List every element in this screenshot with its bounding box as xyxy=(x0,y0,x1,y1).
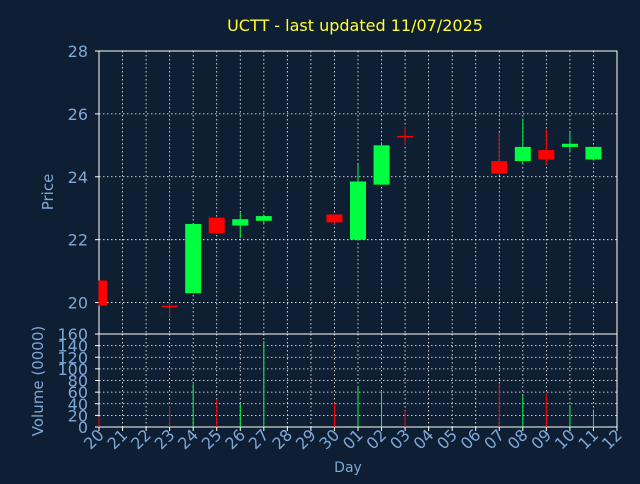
candle-body xyxy=(491,161,508,174)
candle xyxy=(350,164,366,240)
candle xyxy=(397,126,414,146)
x-tick-label: 12 xyxy=(598,425,626,453)
volume-tick-label: 80 xyxy=(68,372,88,391)
volume-tick-label: 60 xyxy=(68,383,88,402)
candle-body xyxy=(514,146,531,162)
candle-body xyxy=(538,150,555,160)
day-axis-label: Day xyxy=(334,460,362,476)
candle xyxy=(585,146,602,160)
price-tick-label: 20 xyxy=(68,294,88,313)
candle-body xyxy=(561,143,578,147)
candle-body xyxy=(397,135,414,138)
volume-axis-label: Volume (0000) xyxy=(29,326,47,436)
price-tick-label: 26 xyxy=(68,105,88,124)
candle xyxy=(161,302,178,319)
candle xyxy=(185,223,202,294)
candle xyxy=(255,214,272,224)
price-tick-label: 22 xyxy=(68,231,88,250)
candle xyxy=(491,132,508,176)
chart-title: UCTT - last updated 11/07/2025 xyxy=(227,16,483,35)
candle-body xyxy=(255,216,272,221)
candle xyxy=(326,214,343,224)
candle-body xyxy=(373,145,390,185)
volume-tick-label: 0 xyxy=(78,418,88,437)
candle xyxy=(514,118,531,165)
volume-tick-label: 160 xyxy=(57,325,88,344)
price-panel: 20 22 24 26 28 xyxy=(68,42,618,335)
candle-body xyxy=(350,181,366,240)
candle xyxy=(232,212,249,239)
price-tick-label: 24 xyxy=(68,168,88,187)
candle-body xyxy=(585,146,602,160)
volume-tick-label: 40 xyxy=(68,395,88,414)
candle-body xyxy=(326,214,343,223)
candle xyxy=(98,280,107,306)
volume-tick-label: 120 xyxy=(57,348,88,367)
volume-tick-label: 140 xyxy=(57,337,88,356)
price-axis-label: Price xyxy=(39,174,57,211)
candle-body xyxy=(232,219,249,226)
candle-body xyxy=(208,217,225,234)
x-tick-labels: 2021222324252627282930010203040506070809… xyxy=(80,425,626,453)
candle xyxy=(208,217,225,234)
candle xyxy=(373,142,390,185)
price-tick-label: 28 xyxy=(68,42,88,61)
candle xyxy=(538,129,555,165)
volume-tick-label: 100 xyxy=(57,360,88,379)
candle-body xyxy=(99,280,107,306)
candle xyxy=(561,132,578,152)
volume-tick-label: 20 xyxy=(68,406,88,425)
candle-body xyxy=(185,223,202,294)
candle-body xyxy=(161,305,178,308)
